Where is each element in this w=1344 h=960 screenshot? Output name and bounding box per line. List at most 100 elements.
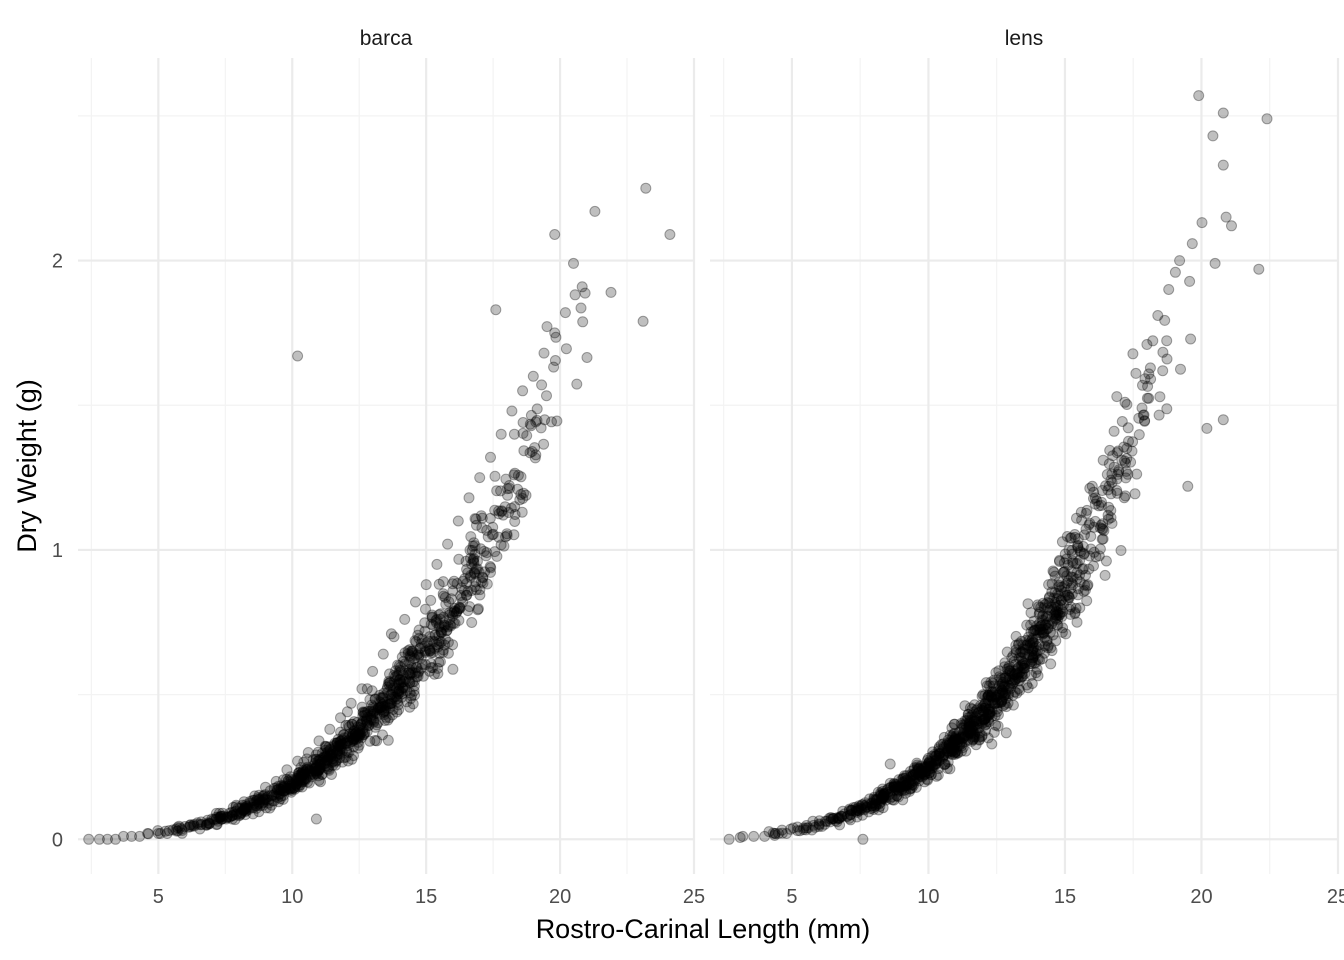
- data-point: [952, 736, 964, 748]
- data-point: [258, 796, 270, 808]
- data-point: [1044, 626, 1056, 638]
- data-point: [335, 712, 346, 724]
- data-point: [767, 827, 779, 839]
- data-point: [378, 701, 390, 712]
- data-point: [341, 747, 353, 759]
- data-point: [365, 710, 376, 722]
- data-point: [240, 805, 251, 817]
- data-point: [1009, 669, 1021, 681]
- data-point: [275, 785, 287, 797]
- data-point: [1031, 624, 1043, 636]
- data-point: [352, 742, 364, 754]
- data-points: [723, 90, 1273, 845]
- data-point: [347, 728, 359, 740]
- data-point: [329, 740, 341, 752]
- data-point: [372, 717, 384, 729]
- data-point: [355, 718, 367, 730]
- data-point: [927, 746, 939, 758]
- data-point: [378, 709, 390, 720]
- data-point: [424, 631, 436, 643]
- data-point: [377, 692, 389, 704]
- data-point: [287, 783, 299, 794]
- data-point: [477, 577, 489, 589]
- data-point: [531, 414, 543, 426]
- data-point: [404, 676, 416, 688]
- data-point: [512, 483, 524, 495]
- data-point: [944, 763, 956, 775]
- data-point: [346, 730, 358, 742]
- data-point: [406, 645, 418, 657]
- data-point: [340, 738, 352, 750]
- data-point: [517, 427, 529, 439]
- data-point: [913, 763, 925, 775]
- data-point: [374, 702, 386, 714]
- data-point: [954, 736, 966, 748]
- data-point: [367, 709, 379, 720]
- data-point: [517, 417, 529, 428]
- data-point: [326, 753, 338, 765]
- data-point: [412, 665, 424, 677]
- data-point: [448, 617, 459, 629]
- data-point: [368, 715, 380, 727]
- data-point: [248, 794, 260, 806]
- data-point: [399, 613, 411, 625]
- data-point: [348, 741, 360, 753]
- data-point: [394, 664, 406, 676]
- data-point: [313, 764, 325, 776]
- data-point: [321, 750, 333, 762]
- data-point: [424, 644, 436, 656]
- data-point: [1025, 656, 1037, 667]
- data-point: [1071, 512, 1082, 524]
- data-point: [1209, 257, 1221, 269]
- data-point: [1004, 666, 1016, 678]
- data-point: [432, 662, 444, 674]
- data-point: [487, 528, 499, 540]
- data-point: [1079, 579, 1090, 591]
- data-point: [930, 754, 942, 766]
- data-point: [420, 659, 431, 671]
- data-point: [288, 781, 300, 793]
- data-point: [447, 663, 459, 675]
- data-point: [1067, 555, 1079, 567]
- data-point: [299, 775, 311, 787]
- data-point: [524, 418, 536, 430]
- data-point: [192, 817, 203, 829]
- data-point: [939, 759, 950, 771]
- data-point: [270, 775, 282, 787]
- data-point: [293, 767, 305, 779]
- x-tick-label: 25: [683, 886, 705, 908]
- data-point: [770, 828, 781, 839]
- data-point: [176, 825, 188, 836]
- data-point: [465, 571, 476, 583]
- data-point: [382, 681, 393, 693]
- data-point: [331, 749, 343, 761]
- data-point: [336, 746, 348, 758]
- data-point: [331, 745, 343, 757]
- data-point: [1046, 645, 1058, 657]
- data-point: [295, 775, 307, 787]
- data-point: [972, 717, 984, 729]
- data-point: [247, 808, 259, 820]
- data-point: [737, 830, 749, 842]
- data-point: [1086, 480, 1098, 492]
- data-point: [314, 764, 326, 776]
- data-point: [1067, 557, 1079, 569]
- data-point: [342, 735, 354, 747]
- data-point: [892, 791, 904, 803]
- data-point: [1026, 669, 1037, 681]
- data-point: [1027, 636, 1039, 648]
- data-point: [497, 509, 509, 521]
- data-point: [356, 701, 368, 713]
- data-point: [1037, 614, 1048, 626]
- data-point: [304, 769, 316, 781]
- data-point: [329, 756, 341, 768]
- data-point: [352, 731, 364, 743]
- data-point: [459, 573, 471, 585]
- data-point: [1028, 625, 1040, 637]
- data-point: [202, 814, 213, 826]
- data-point: [472, 563, 483, 575]
- data-point: [184, 821, 196, 833]
- data-point: [334, 739, 346, 750]
- data-point: [368, 705, 380, 717]
- data-point: [464, 601, 476, 613]
